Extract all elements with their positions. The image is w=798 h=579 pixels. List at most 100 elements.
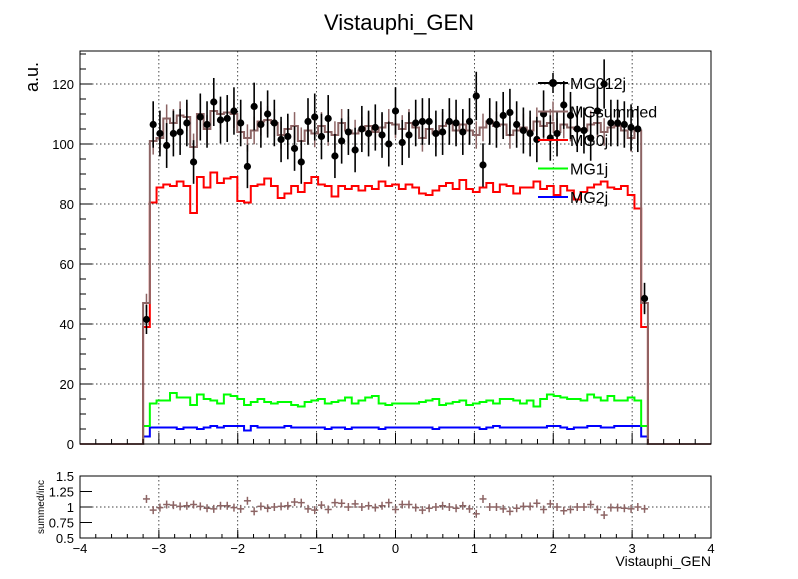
mg012j-point	[176, 128, 184, 136]
mg012j-point	[216, 116, 225, 124]
mg012j-point	[452, 119, 460, 127]
mg012j-point	[614, 119, 622, 127]
x-tick-label: 3	[629, 541, 636, 556]
x-tick-label: −3	[151, 541, 166, 556]
main-y-tick-label: 80	[60, 197, 74, 212]
legend-label-mg0j: MG0j	[570, 133, 608, 150]
mg012j-point	[317, 132, 326, 141]
mg012j-point	[290, 144, 299, 153]
mg012j-point	[432, 129, 440, 138]
mg012j-point	[163, 141, 171, 150]
mg012j-point	[445, 117, 453, 126]
mg012j-point	[237, 119, 245, 127]
mg012j-point	[196, 113, 204, 121]
x-tick-label: −1	[309, 541, 324, 556]
mg012j-point	[580, 126, 588, 135]
mg012j-point	[250, 102, 258, 111]
mg012j-point	[142, 315, 151, 324]
ratio-series-layer	[142, 494, 649, 520]
mg012j-point	[479, 161, 487, 169]
legend-label-mg012j: MG012j	[570, 76, 626, 93]
main-axes: 0 20 40 60 80 100 120	[52, 53, 712, 452]
mg012j-point	[398, 138, 406, 147]
mg012j-point	[230, 107, 238, 115]
mg012j-point	[560, 101, 568, 109]
mg012j-point	[405, 131, 413, 139]
mg012j-point	[385, 140, 393, 148]
mg012j-point	[513, 120, 521, 129]
mg012j-point	[573, 125, 581, 133]
x-tick-label: 2	[550, 541, 557, 556]
ratio-y-tick-label: 1.25	[49, 485, 74, 500]
mg012j-point	[264, 110, 272, 118]
series-mgsummed-step	[80, 110, 711, 445]
mg012j-point	[284, 132, 292, 141]
mg012j-point	[183, 119, 191, 127]
mg012j-point	[412, 119, 420, 127]
ratio-y-tick-label: 1.5	[56, 469, 74, 484]
mg012j-point	[371, 123, 379, 132]
main-y-tick-label: 60	[60, 257, 74, 272]
mg012j-point	[472, 92, 480, 100]
legend-label-mg1j: MG1j	[570, 162, 608, 179]
mg012j-point	[210, 98, 218, 106]
x-tick-label: 4	[707, 541, 714, 556]
main-y-tick-label: 0	[67, 437, 74, 452]
legend-label-mg2j: MG2j	[570, 190, 608, 207]
mg012j-point	[465, 117, 474, 126]
series-mg2j-step	[80, 425, 711, 445]
mg012j-point	[189, 158, 198, 166]
mg012j-point	[297, 158, 305, 166]
mg012j-point	[277, 135, 285, 144]
mg012j-point	[223, 114, 231, 123]
mg012j-point	[587, 134, 595, 142]
mg012j-point	[358, 125, 366, 133]
main-y-tick-label: 100	[52, 137, 74, 152]
mg012j-point	[270, 119, 278, 127]
mg012j-point	[149, 120, 157, 129]
mg012j-point	[499, 111, 507, 120]
mg012j-point	[566, 111, 575, 120]
mg012j-point	[311, 113, 319, 121]
mg012j-point	[324, 114, 332, 123]
x-tick-label: −4	[73, 541, 88, 556]
mg012j-point	[344, 128, 352, 136]
mg012j-point	[593, 107, 602, 115]
x-tick-label: −2	[230, 541, 245, 556]
series-mg0j-step	[80, 171, 711, 445]
mg012j-point	[331, 152, 339, 160]
mg012j-point	[304, 117, 312, 126]
mg012j-point	[634, 125, 642, 133]
mg012j-point	[439, 128, 447, 136]
mg012j-point	[203, 120, 211, 129]
mg012j-point	[627, 123, 635, 132]
mg012j-point	[364, 129, 373, 138]
mg012j-point	[600, 80, 608, 88]
x-tick-label: 1	[471, 541, 478, 556]
x-axis-label: Vistauphi_GEN	[616, 553, 711, 569]
ratio-y-axis-label: summed/inc	[36, 480, 47, 534]
mg012j-point	[553, 129, 561, 138]
ratio-grid	[80, 476, 711, 538]
ratio-y-tick-label: 1	[67, 500, 74, 515]
mg012j-point	[378, 131, 386, 139]
mg012j-point	[418, 117, 427, 126]
mg012j-point	[338, 137, 346, 145]
mg012j-point	[640, 294, 649, 303]
main-series-layer	[80, 59, 711, 445]
main-y-tick-label: 40	[60, 317, 74, 332]
legend: MG012j MGsummed MG0j MG1j MG2j	[538, 73, 657, 207]
mg012j-point	[492, 120, 501, 129]
mg012j-point	[620, 120, 628, 129]
mg012j-point	[351, 146, 359, 154]
main-y-tick-label: 20	[60, 377, 74, 392]
main-y-tick-label: 120	[52, 77, 74, 92]
mg012j-point	[506, 108, 514, 117]
x-tick-label: 0	[392, 541, 399, 556]
mg012j-point	[169, 129, 177, 138]
mg012j-point	[459, 128, 467, 136]
mg012j-point	[533, 135, 541, 144]
